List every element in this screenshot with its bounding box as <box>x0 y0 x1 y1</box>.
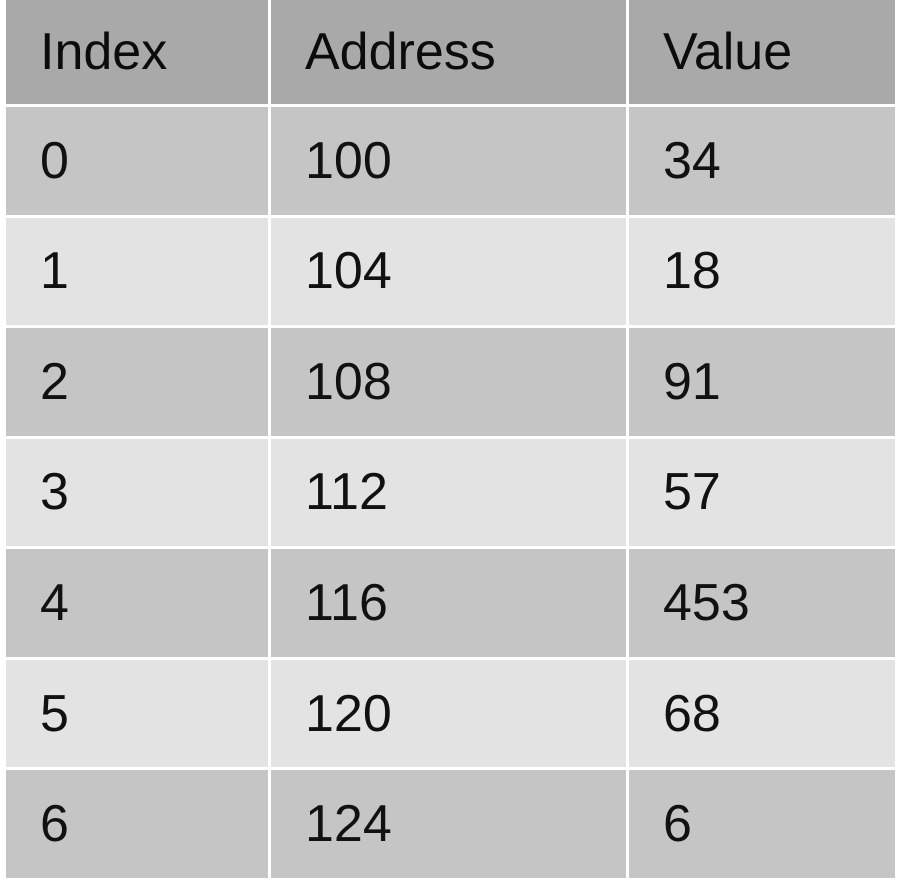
header-row: Index Address Value <box>6 0 895 104</box>
cell-address: 108 <box>271 328 626 436</box>
memory-table-container: Index Address Value 0 100 34 1 104 18 2 … <box>6 0 898 884</box>
cell-index: 1 <box>6 217 268 326</box>
header-index: Index <box>6 0 268 104</box>
cell-index: 3 <box>6 438 268 547</box>
cell-value: 34 <box>629 107 895 215</box>
table-row: 0 100 34 <box>6 107 895 215</box>
cell-value: 68 <box>629 659 895 768</box>
cell-index: 4 <box>6 549 268 657</box>
cell-address: 124 <box>271 770 626 878</box>
table-row: 6 124 6 <box>6 770 895 878</box>
table-header: Index Address Value <box>6 0 895 104</box>
table-row: 3 112 57 <box>6 438 895 547</box>
cell-index: 0 <box>6 107 268 215</box>
memory-table: Index Address Value 0 100 34 1 104 18 2 … <box>3 0 898 881</box>
cell-address: 112 <box>271 438 626 547</box>
table-row: 4 116 453 <box>6 549 895 657</box>
cell-value: 18 <box>629 217 895 326</box>
cell-value: 6 <box>629 770 895 878</box>
cell-address: 100 <box>271 107 626 215</box>
table-row: 5 120 68 <box>6 659 895 768</box>
cell-index: 6 <box>6 770 268 878</box>
header-value: Value <box>629 0 895 104</box>
cell-index: 2 <box>6 328 268 436</box>
cell-address: 116 <box>271 549 626 657</box>
table-row: 1 104 18 <box>6 217 895 326</box>
table-row: 2 108 91 <box>6 328 895 436</box>
header-address: Address <box>271 0 626 104</box>
cell-address: 104 <box>271 217 626 326</box>
cell-address: 120 <box>271 659 626 768</box>
cell-index: 5 <box>6 659 268 768</box>
cell-value: 91 <box>629 328 895 436</box>
table-body: 0 100 34 1 104 18 2 108 91 3 112 57 4 11 <box>6 107 895 878</box>
cell-value: 453 <box>629 549 895 657</box>
cell-value: 57 <box>629 438 895 547</box>
